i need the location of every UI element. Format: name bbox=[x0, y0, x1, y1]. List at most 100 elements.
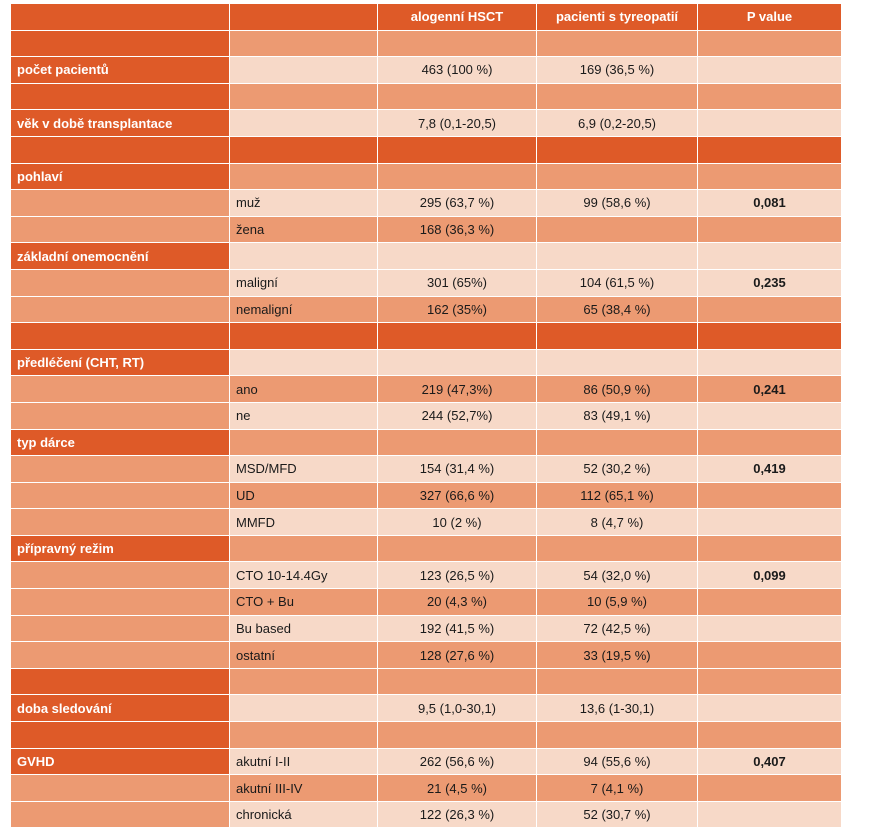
p-value-cell bbox=[697, 30, 842, 58]
thyreopathy-value-cell bbox=[536, 215, 698, 244]
thyreopathy-value-cell: 104 (61,5 %) bbox=[536, 268, 698, 297]
row-label-cell bbox=[10, 455, 230, 483]
p-value-cell bbox=[697, 588, 842, 616]
p-value-cell bbox=[697, 721, 842, 749]
p-value-cell bbox=[697, 56, 842, 84]
row-sublabel-cell bbox=[229, 694, 378, 723]
hsct-value-cell bbox=[377, 534, 537, 563]
table-row: UD 327 (66,6 %) 112 (65,1 %) bbox=[10, 481, 842, 510]
patient-characteristics-table: alogenní HSCT pacienti s tyreopatií P va… bbox=[10, 4, 842, 828]
table-row: muž 295 (63,7 %) 99 (58,6 %) 0,081 bbox=[10, 189, 842, 217]
row-label-cell bbox=[10, 135, 230, 164]
thyreopathy-value-cell: 52 (30,2 %) bbox=[536, 455, 698, 483]
table-row: chronická 122 (26,3 %) 52 (30,7 %) bbox=[10, 800, 842, 828]
thyreopathy-value-cell bbox=[536, 348, 698, 377]
table-row: počet pacientů 463 (100 %) 169 (36,5 %) bbox=[10, 56, 842, 84]
hsct-value-cell bbox=[377, 162, 537, 191]
hsct-value-cell: 154 (31,4 %) bbox=[377, 455, 537, 483]
spacer-row bbox=[10, 322, 842, 350]
thyreopathy-value-cell: 52 (30,7 %) bbox=[536, 800, 698, 828]
table-row: žena 168 (36,3 %) bbox=[10, 215, 842, 244]
header-cell-category bbox=[10, 4, 230, 31]
p-value-cell bbox=[697, 135, 842, 164]
p-value-cell: 0,099 bbox=[697, 561, 842, 590]
header-cell-subcategory bbox=[229, 4, 378, 31]
row-sublabel-cell: ostatní bbox=[229, 641, 378, 669]
table-row: MSD/MFD 154 (31,4 %) 52 (30,2 %) 0,419 bbox=[10, 455, 842, 483]
hsct-value-cell: 9,5 (1,0-30,1) bbox=[377, 694, 537, 723]
table-row: MMFD 10 (2 %) 8 (4,7 %) bbox=[10, 508, 842, 536]
row-label-cell bbox=[10, 721, 230, 749]
p-value-cell bbox=[697, 774, 842, 802]
row-sublabel-cell bbox=[229, 56, 378, 84]
hsct-value-cell bbox=[377, 721, 537, 749]
hsct-value-cell bbox=[377, 322, 537, 350]
row-label-cell: typ dárce bbox=[10, 428, 230, 457]
row-sublabel-cell: nemaligní bbox=[229, 295, 378, 324]
spacer-row bbox=[10, 721, 842, 749]
p-value-cell bbox=[697, 534, 842, 563]
thyreopathy-value-cell: 10 (5,9 %) bbox=[536, 588, 698, 616]
row-label-cell: pohlaví bbox=[10, 162, 230, 191]
thyreopathy-value-cell: 65 (38,4 %) bbox=[536, 295, 698, 324]
table-row: CTO 10-14.4Gy 123 (26,5 %) 54 (32,0 %) 0,09… bbox=[10, 561, 842, 590]
thyreopathy-value-cell: 13,6 (1-30,1) bbox=[536, 694, 698, 723]
row-sublabel-cell: UD bbox=[229, 481, 378, 510]
row-label-cell bbox=[10, 774, 230, 802]
row-sublabel-cell: žena bbox=[229, 215, 378, 244]
hsct-value-cell: 262 (56,6 %) bbox=[377, 747, 537, 776]
thyreopathy-value-cell bbox=[536, 667, 698, 696]
table-row: Bu based 192 (41,5 %) 72 (42,5 %) bbox=[10, 614, 842, 643]
header-cell-thyreopathy: pacienti s tyreopatií bbox=[536, 4, 698, 31]
row-sublabel-cell bbox=[229, 109, 378, 137]
row-label-cell bbox=[10, 30, 230, 58]
table-row: typ dárce bbox=[10, 428, 842, 457]
hsct-value-cell: 168 (36,3 %) bbox=[377, 215, 537, 244]
spacer-row bbox=[10, 135, 842, 164]
hsct-value-cell: 10 (2 %) bbox=[377, 508, 537, 536]
table-row: maligní 301 (65%) 104 (61,5 %) 0,235 bbox=[10, 268, 842, 297]
row-label-cell bbox=[10, 375, 230, 403]
table-row: ne 244 (52,7%) 83 (49,1 %) bbox=[10, 401, 842, 430]
thyreopathy-value-cell: 54 (32,0 %) bbox=[536, 561, 698, 590]
row-label-cell: přípravný režim bbox=[10, 534, 230, 563]
table-row: CTO + Bu 20 (4,3 %) 10 (5,9 %) bbox=[10, 588, 842, 616]
thyreopathy-value-cell: 169 (36,5 %) bbox=[536, 56, 698, 84]
p-value-cell bbox=[697, 641, 842, 669]
row-sublabel-cell: muž bbox=[229, 189, 378, 217]
thyreopathy-value-cell bbox=[536, 721, 698, 749]
row-label-cell bbox=[10, 189, 230, 217]
hsct-value-cell: 20 (4,3 %) bbox=[377, 588, 537, 616]
row-label-cell bbox=[10, 401, 230, 430]
table-row: předléčení (CHT, RT) bbox=[10, 348, 842, 377]
row-label-cell bbox=[10, 322, 230, 350]
row-sublabel-cell: akutní III-IV bbox=[229, 774, 378, 802]
p-value-cell bbox=[697, 348, 842, 377]
row-label-cell bbox=[10, 588, 230, 616]
hsct-value-cell: 327 (66,6 %) bbox=[377, 481, 537, 510]
table-row: nemaligní 162 (35%) 65 (38,4 %) bbox=[10, 295, 842, 324]
table-body: počet pacientů 463 (100 %) 169 (36,5 %) věk… bbox=[10, 30, 842, 828]
row-sublabel-cell: Bu based bbox=[229, 614, 378, 643]
row-label-cell: základní onemocnění bbox=[10, 242, 230, 270]
p-value-cell bbox=[697, 215, 842, 244]
row-label-cell bbox=[10, 481, 230, 510]
thyreopathy-value-cell bbox=[536, 534, 698, 563]
row-label-cell bbox=[10, 641, 230, 669]
p-value-cell bbox=[697, 800, 842, 828]
hsct-value-cell: 7,8 (0,1-20,5) bbox=[377, 109, 537, 137]
row-sublabel-cell bbox=[229, 348, 378, 377]
thyreopathy-value-cell: 7 (4,1 %) bbox=[536, 774, 698, 802]
hsct-value-cell: 301 (65%) bbox=[377, 268, 537, 297]
row-label-cell: počet pacientů bbox=[10, 56, 230, 84]
thyreopathy-value-cell: 94 (55,6 %) bbox=[536, 747, 698, 776]
p-value-cell bbox=[697, 401, 842, 430]
hsct-value-cell: 192 (41,5 %) bbox=[377, 614, 537, 643]
row-sublabel-cell bbox=[229, 242, 378, 270]
thyreopathy-value-cell bbox=[536, 242, 698, 270]
row-label-cell: předléčení (CHT, RT) bbox=[10, 348, 230, 377]
row-label-cell bbox=[10, 508, 230, 536]
thyreopathy-value-cell: 83 (49,1 %) bbox=[536, 401, 698, 430]
hsct-value-cell: 128 (27,6 %) bbox=[377, 641, 537, 669]
row-label-cell bbox=[10, 82, 230, 111]
